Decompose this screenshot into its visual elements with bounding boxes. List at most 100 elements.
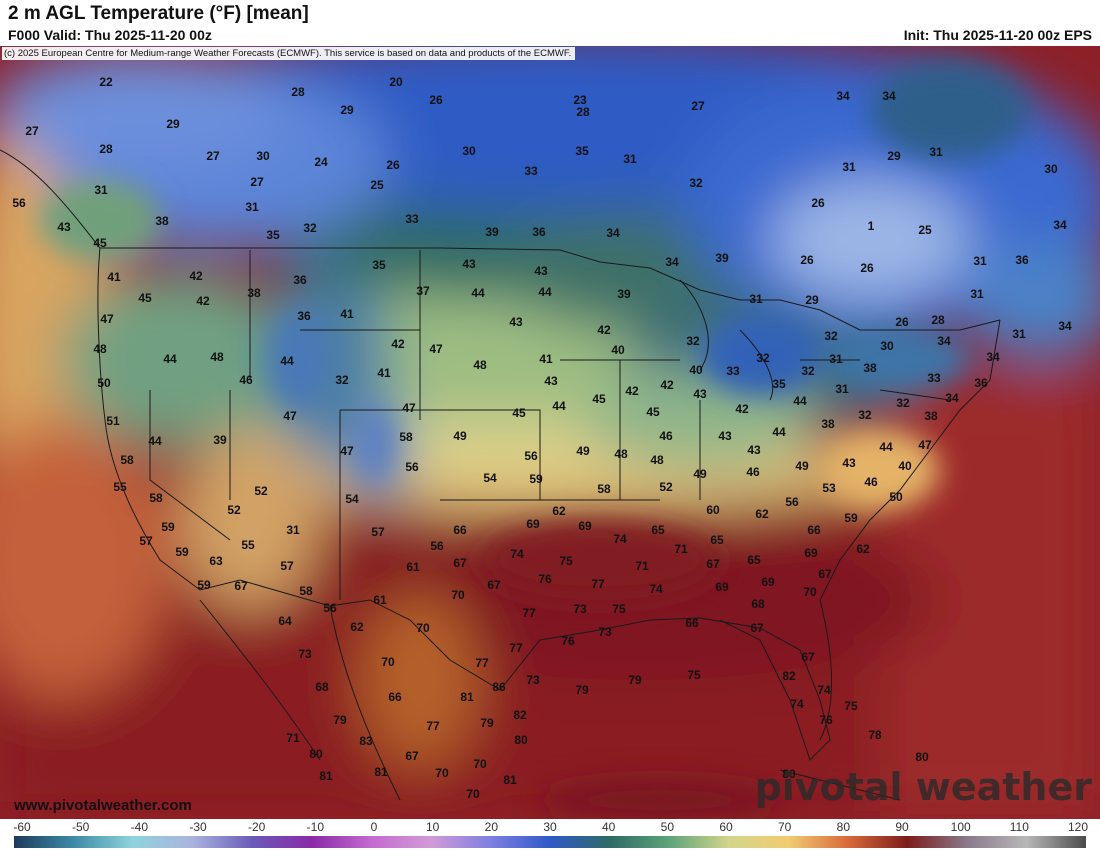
colorbar-tick-label: 40 <box>601 820 616 834</box>
temperature-label: 38 <box>247 286 261 300</box>
temperature-label: 31 <box>835 382 849 396</box>
temperature-label: 31 <box>623 152 637 166</box>
temperature-label: 42 <box>391 337 405 351</box>
temperature-label: 60 <box>706 503 720 517</box>
temperature-field <box>0 46 1100 819</box>
temperature-label: 29 <box>166 117 180 131</box>
temperature-label: 69 <box>526 517 540 531</box>
temperature-label: 49 <box>693 467 707 481</box>
temperature-map[interactable]: 22 20 28 26 28 23 27 34 34 27 29 29 28 27 30 24 26 30 35 31… <box>0 46 1100 819</box>
temperature-label: 32 <box>824 329 838 343</box>
temperature-label: 32 <box>689 176 703 190</box>
temperature-label: 69 <box>715 580 729 594</box>
temperature-label: 44 <box>148 434 162 448</box>
temperature-label: 31 <box>829 352 843 366</box>
temperature-label: 1 <box>868 219 875 233</box>
temperature-label: 76 <box>561 634 575 648</box>
temperature-label: 42 <box>660 378 674 392</box>
temperature-label: 83 <box>359 734 373 748</box>
colorbar-gradient <box>14 836 1086 848</box>
website-link[interactable]: www.pivotalweather.com <box>14 797 192 814</box>
temperature-label: 58 <box>399 430 413 444</box>
temperature-label: 55 <box>113 480 127 494</box>
temperature-label: 65 <box>651 523 665 537</box>
temperature-label: 67 <box>405 749 419 763</box>
temperature-label: 77 <box>522 606 536 620</box>
temperature-label: 69 <box>804 546 818 560</box>
temperature-label: 74 <box>613 532 627 546</box>
temperature-label: 77 <box>426 719 440 733</box>
temperature-label: 39 <box>715 251 729 265</box>
temperature-label: 66 <box>685 616 699 630</box>
temperature-label: 42 <box>189 269 203 283</box>
colorbar-tick-label: -20 <box>247 820 266 834</box>
colorbar-tick-label: -50 <box>71 820 90 834</box>
temperature-label: 23 <box>573 93 587 107</box>
temperature-label: 67 <box>487 578 501 592</box>
map-title: 2 m AGL Temperature (°F) [mean] <box>8 3 309 24</box>
temperature-label: 75 <box>844 699 858 713</box>
temperature-label: 56 <box>430 539 444 553</box>
temperature-label: 34 <box>986 350 1000 364</box>
colorbar-tick-label: 0 <box>370 820 378 834</box>
temperature-label: 57 <box>139 534 153 548</box>
temperature-label: 56 <box>323 601 337 615</box>
temperature-label: 22 <box>99 75 113 89</box>
temperature-label: 39 <box>213 433 227 447</box>
temperature-label: 71 <box>674 542 688 556</box>
temperature-label: 31 <box>749 292 763 306</box>
temperature-label: 80 <box>309 747 323 761</box>
temperature-label: 59 <box>161 520 175 534</box>
temperature-label: 48 <box>93 342 107 356</box>
temperature-label: 73 <box>526 673 540 687</box>
temperature-label: 24 <box>314 155 328 169</box>
valid-time: F000 Valid: Thu 2025-11-20 00z <box>8 27 212 43</box>
temperature-label: 59 <box>529 472 543 486</box>
temperature-label: 62 <box>350 620 364 634</box>
temperature-label: 28 <box>931 313 945 327</box>
temperature-label: 43 <box>462 257 476 271</box>
temperature-label: 47 <box>283 409 297 423</box>
temperature-label: 70 <box>473 757 487 771</box>
temperature-label: 41 <box>377 366 391 380</box>
colorbar-ticks: -60 -50 -40 -30 -20 -10 0 10 20 30 40 50 60 70 80 90 100… <box>0 819 1100 835</box>
temperature-label: 44 <box>793 394 807 408</box>
temperature-label: 67 <box>453 556 467 570</box>
temperature-label: 48 <box>210 350 224 364</box>
temperature-label: 31 <box>94 183 108 197</box>
temperature-label: 44 <box>163 352 177 366</box>
temperature-label: 75 <box>559 554 573 568</box>
colorbar-tick-label: 50 <box>660 820 675 834</box>
temperature-label: 30 <box>1044 162 1058 176</box>
temperature-label: 34 <box>1058 319 1072 333</box>
temperature-label: 76 <box>538 572 552 586</box>
temperature-label: 57 <box>280 559 294 573</box>
temperature-label: 32 <box>896 396 910 410</box>
temperature-label: 29 <box>887 149 901 163</box>
temperature-label: 53 <box>822 481 836 495</box>
temperature-label: 27 <box>25 124 39 138</box>
temperature-label: 27 <box>250 175 264 189</box>
temperature-label: 44 <box>552 399 566 413</box>
temperature-label: 45 <box>592 392 606 406</box>
temperature-label: 30 <box>462 144 476 158</box>
temperature-label: 49 <box>453 429 467 443</box>
temperature-label: 77 <box>475 656 489 670</box>
temperature-label: 69 <box>761 575 775 589</box>
colorbar-tick-label: 10 <box>425 820 440 834</box>
temperature-label: 38 <box>863 361 877 375</box>
colorbar-tick-label: 30 <box>543 820 557 834</box>
temperature-label: 59 <box>197 578 211 592</box>
temperature-label: 67 <box>234 579 248 593</box>
temperature-label: 50 <box>889 490 903 504</box>
temperature-label: 81 <box>374 765 388 779</box>
temperature-label: 52 <box>254 484 268 498</box>
temperature-label: 49 <box>576 444 590 458</box>
temperature-label: 70 <box>451 588 465 602</box>
temperature-label: 62 <box>856 542 870 556</box>
temperature-label: 43 <box>544 374 558 388</box>
temperature-label: 52 <box>659 480 673 494</box>
temperature-label: 86 <box>492 680 506 694</box>
temperature-label: 36 <box>974 376 988 390</box>
temperature-label: 77 <box>509 641 523 655</box>
